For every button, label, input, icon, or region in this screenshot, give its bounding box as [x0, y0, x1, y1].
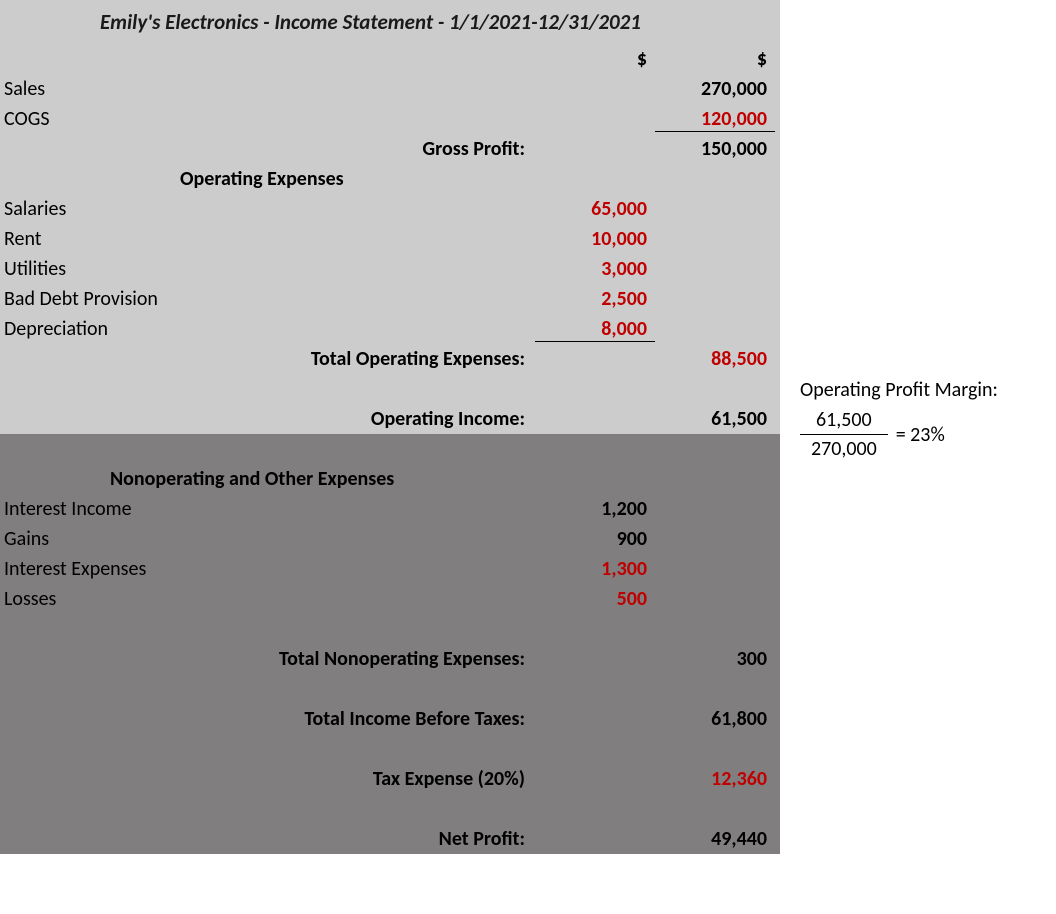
value-gross-profit: 150,000: [655, 137, 775, 161]
margin-result: = 23%: [888, 423, 945, 447]
row-opex-depreciation: Depreciation 8,000: [0, 314, 780, 344]
label-cogs: COGS: [0, 107, 395, 131]
row-opex-utilities: Utilities 3,000: [0, 254, 780, 284]
row-opex-baddebt: Bad Debt Provision 2,500: [0, 284, 780, 314]
row-opex-salaries: Salaries 65,000: [0, 194, 780, 224]
margin-numerator: 61,500: [800, 408, 888, 435]
margin-denominator: 270,000: [811, 435, 877, 461]
value-sales: 270,000: [655, 77, 775, 101]
currency-header-2: $: [655, 47, 775, 71]
row-interest-income: Interest Income 1,200: [0, 494, 780, 524]
currency-header-row: $ $: [0, 44, 780, 74]
row-cogs: COGS 120,000: [0, 104, 780, 134]
row-income-before-tax: Total Income Before Taxes: 61,800: [0, 704, 780, 734]
section-operating: Emily's Electronics - Income Statement -…: [0, 0, 780, 434]
row-gross-profit: Gross Profit: 150,000: [0, 134, 780, 164]
row-sales: Sales 270,000: [0, 74, 780, 104]
label-gross-profit: Gross Profit:: [0, 137, 535, 161]
row-net-profit: Net Profit: 49,440: [0, 824, 780, 854]
heading-nonop: Nonoperating and Other Expenses: [0, 464, 780, 494]
row-losses: Losses 500: [0, 584, 780, 614]
row-opex-rent: Rent 10,000: [0, 224, 780, 254]
row-total-opex: Total Operating Expenses: 88,500: [0, 344, 780, 374]
label-sales: Sales: [0, 77, 395, 101]
row-operating-income: Operating Income: 61,500: [0, 404, 780, 434]
currency-header-1: $: [535, 47, 655, 71]
row-tax-expense: Tax Expense (20%) 12,360: [0, 764, 780, 794]
row-interest-expenses: Interest Expenses 1,300: [0, 554, 780, 584]
value-cogs: 120,000: [655, 107, 775, 132]
margin-title: Operating Profit Margin:: [790, 378, 1056, 402]
row-total-nonop: Total Nonoperating Expenses: 300: [0, 644, 780, 674]
statement-title: Emily's Electronics - Income Statement -…: [0, 0, 780, 44]
section-nonoperating: Nonoperating and Other Expenses Interest…: [0, 434, 780, 854]
row-gains: Gains 900: [0, 524, 780, 554]
operating-profit-margin-callout: Operating Profit Margin: 61,500 270,000 …: [780, 0, 1056, 854]
heading-opex: Operating Expenses: [0, 164, 780, 194]
income-statement-sheet: Emily's Electronics - Income Statement -…: [0, 0, 780, 854]
margin-fraction: 61,500 270,000: [800, 408, 888, 461]
